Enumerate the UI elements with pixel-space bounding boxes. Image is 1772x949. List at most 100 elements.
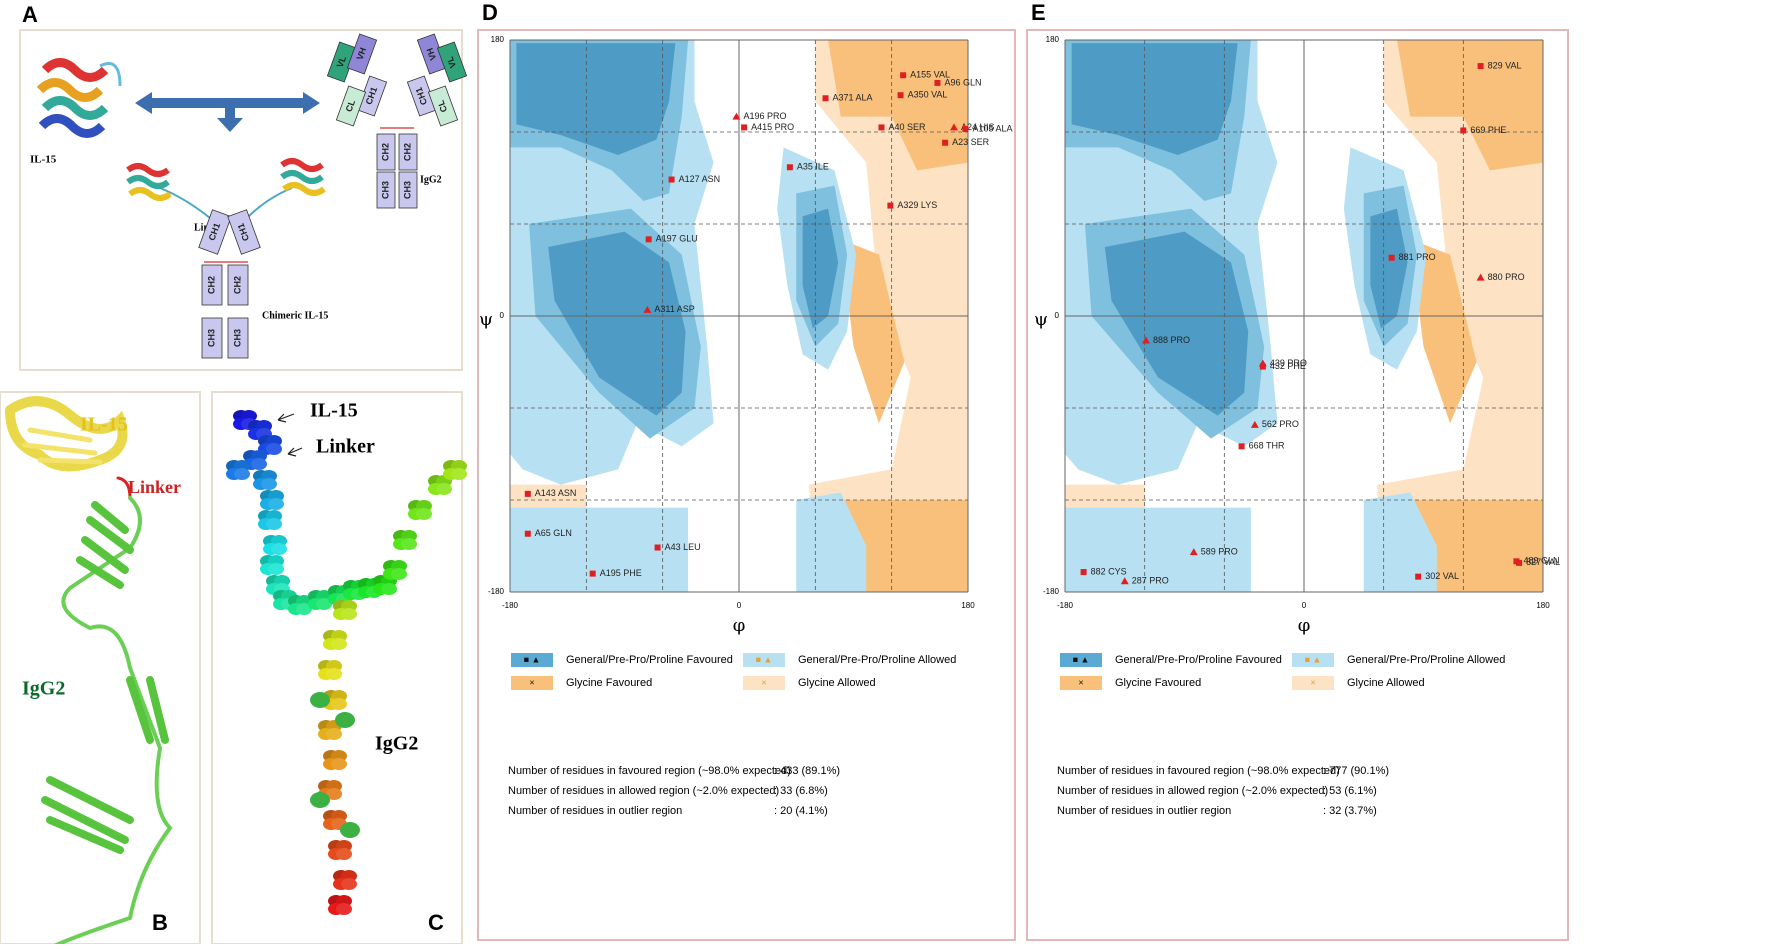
stat-label: Number of residues in favoured region (~… — [508, 765, 791, 777]
sphere — [451, 468, 467, 480]
point-label: A155 VAL — [910, 70, 950, 80]
legend-swatch — [1060, 676, 1102, 690]
outlier-point — [822, 95, 829, 102]
y-tick-label: -180 — [488, 587, 505, 596]
il15-structure — [36, 58, 122, 138]
legend-label: Glycine Favoured — [566, 677, 652, 689]
igg2-label: IgG2 — [420, 174, 442, 185]
outlier-point — [1477, 63, 1484, 70]
outlier-point — [1259, 363, 1266, 370]
region — [1071, 43, 1238, 155]
panel-letter: A — [22, 2, 38, 27]
pointer-arrows — [277, 413, 303, 457]
point-label: A105 ALA — [972, 123, 1012, 133]
panel-letter: E — [1031, 0, 1046, 25]
point-label: A143 ASN — [535, 488, 577, 498]
outlier-point — [950, 123, 959, 131]
outlier-point — [900, 72, 907, 79]
domain-box — [376, 133, 396, 171]
sphere — [326, 728, 342, 740]
y-tick-label: 0 — [1055, 311, 1060, 320]
panel-b-cartoon — [5, 396, 182, 949]
legend-symbol: × — [1078, 677, 1083, 687]
chimeric-diagram: CH1 CH1 CH2 CH2 CH3 CH3 — [198, 209, 261, 359]
domain-label: VL — [335, 54, 349, 69]
sphere — [326, 668, 342, 680]
point-label: 287 PRO — [1132, 576, 1169, 586]
sphere — [331, 638, 347, 650]
region — [828, 40, 968, 171]
point-label: A371 ALA — [833, 93, 873, 103]
ramachandran-panel: E -180 0 180 -180 0 180 φ ψ 829 VAL 669 PHE 881 PRO… — [1026, 0, 1569, 941]
point-label: A24 HIS — [961, 122, 995, 132]
domain-box — [227, 264, 249, 306]
chimeric-il15-ribbons — [126, 158, 326, 201]
sphere — [268, 498, 284, 510]
chimeric-label: Chimeric IL-15 — [262, 310, 328, 321]
domain: CH2 — [227, 264, 249, 306]
stat-value: : 32 (3.7%) — [1323, 805, 1377, 817]
outlier-point — [668, 176, 675, 183]
sphere — [296, 603, 312, 615]
legend-swatch — [1292, 676, 1334, 690]
legend-symbol: × — [1310, 677, 1315, 687]
domain: CH1 — [356, 75, 388, 117]
x-tick-label: 180 — [1536, 601, 1550, 610]
region — [548, 231, 686, 416]
sphere — [381, 583, 397, 595]
domain-label: VH — [355, 46, 369, 61]
sphere — [340, 822, 360, 838]
sphere — [310, 692, 330, 708]
domain-box — [227, 317, 249, 359]
y-axis-label: ψ — [1034, 309, 1048, 330]
arrows — [135, 92, 320, 132]
linker-label: Linker — [128, 477, 181, 497]
legend-swatch — [743, 676, 785, 690]
y-axis-label: ψ — [479, 309, 493, 330]
sphere — [391, 568, 407, 580]
point-label: 489 GLN — [1523, 556, 1559, 566]
domain-label: CL — [435, 98, 449, 113]
domain-box — [201, 317, 223, 359]
panel-letter: C — [428, 910, 444, 935]
domain: CH3 — [376, 171, 396, 209]
x-tick-label: 180 — [961, 601, 975, 610]
outlier-point — [1460, 127, 1467, 134]
stat-label: Number of residues in outlier region — [508, 805, 682, 817]
point-label: 881 PRO — [1399, 252, 1436, 262]
domain: CH1 — [198, 209, 232, 255]
sphere — [331, 698, 347, 710]
domain: CL — [427, 85, 459, 127]
outlier-point — [887, 202, 894, 209]
point-label: A195 PHE — [600, 568, 642, 578]
domain-box — [436, 41, 468, 83]
point-label: 432 PHE — [1270, 361, 1306, 371]
panel-letter: B — [152, 910, 168, 935]
outlier-point — [786, 164, 793, 171]
outlier-point — [1080, 569, 1087, 576]
panel-letter: D — [482, 0, 498, 25]
domain: CH3 — [398, 171, 418, 209]
point-label: 302 VAL — [1425, 571, 1459, 581]
domain-box — [376, 171, 396, 209]
stat-value: : 53 (6.1%) — [1323, 785, 1377, 797]
legend-symbol: ■ ▲ — [524, 654, 541, 664]
domain-box — [398, 171, 418, 209]
point-label: A65 GLN — [535, 528, 572, 538]
outlier-point — [878, 124, 885, 131]
igg2-label: IgG2 — [22, 678, 65, 700]
domain: CH1 — [227, 209, 261, 255]
domain: VL — [326, 41, 358, 83]
stat-value: : 33 (6.8%) — [774, 785, 828, 797]
y-tick-label: 0 — [500, 311, 505, 320]
domain: CH3 — [201, 317, 223, 359]
outlier-point — [589, 570, 596, 577]
sphere — [310, 792, 330, 808]
legend-swatch — [1060, 653, 1102, 667]
domain-label: VH — [425, 47, 439, 62]
outlier-point — [1238, 443, 1245, 450]
